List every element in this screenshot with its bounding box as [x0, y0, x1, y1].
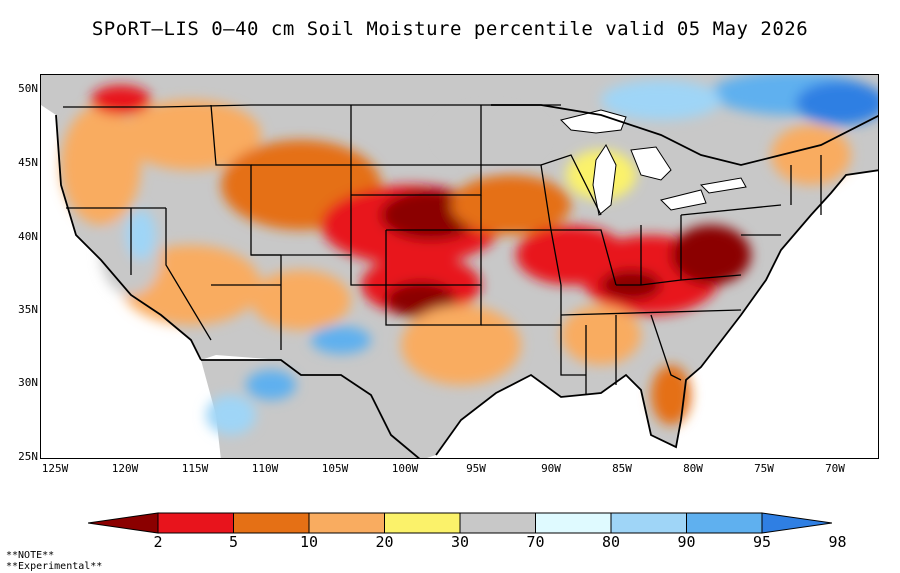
lon-tick-label: 85W — [612, 462, 632, 475]
colorbar-tick-label: 90 — [677, 533, 696, 551]
colorbar-tick-label: 10 — [299, 533, 319, 551]
colorbar-segment — [308, 512, 385, 534]
experimental-label: **Experimental** — [6, 561, 103, 572]
lat-tick-label: 35N — [18, 303, 38, 316]
lon-tick-label: 90W — [541, 462, 561, 475]
colorbar-segment — [88, 512, 159, 534]
map-canvas — [41, 75, 878, 458]
lon-tick-label: 115W — [181, 462, 209, 475]
coastline — [55, 104, 878, 458]
colorbar-segment — [233, 512, 310, 534]
colorbar-tick-label: 20 — [375, 533, 394, 551]
lon-tick-label: 95W — [466, 462, 486, 475]
colorbar-tick-label: 95 — [752, 533, 772, 551]
lon-tick-label: 100W — [391, 462, 419, 475]
colorbar-segment — [459, 512, 536, 534]
colorbar-tick-label: 2 — [153, 533, 163, 551]
lon-tick-label: 70W — [825, 462, 845, 475]
colorbar-segment — [535, 512, 612, 534]
colorbar-segment — [384, 512, 461, 534]
lat-tick-label: 25N — [18, 450, 38, 463]
lon-tick-label: 110W — [251, 462, 279, 475]
lat-tick-label: 45N — [18, 156, 38, 169]
colorbar-segment — [157, 512, 234, 534]
lat-tick-label: 50N — [18, 82, 38, 95]
colorbar-segment — [761, 512, 832, 534]
colorbar-segment — [686, 512, 763, 534]
lat-tick-label: 40N — [18, 230, 38, 243]
colorbar-tick-label: 70 — [526, 533, 545, 551]
colorbar-tick-label: 30 — [450, 533, 470, 551]
lat-tick-label: 30N — [18, 376, 38, 389]
colorbar-tick-label: 98 — [828, 533, 847, 551]
lon-tick-label: 120W — [111, 462, 139, 475]
lon-tick-label: 125W — [41, 462, 69, 475]
colorbar-tick-label: 80 — [601, 533, 621, 551]
colorbar — [88, 512, 832, 534]
map-title: SPoRT–LIS 0–40 cm Soil Moisture percenti… — [91, 18, 809, 40]
great-lakes — [560, 109, 747, 216]
colorbar-segment — [610, 512, 687, 534]
colorbar-tick-label: 5 — [228, 533, 239, 551]
note-label: **NOTE** — [6, 550, 55, 561]
lon-tick-label: 75W — [754, 462, 774, 475]
lon-tick-label: 105W — [321, 462, 349, 475]
state-borders — [63, 104, 822, 395]
lon-tick-label: 80W — [683, 462, 703, 475]
soil-moisture-map — [40, 74, 879, 459]
